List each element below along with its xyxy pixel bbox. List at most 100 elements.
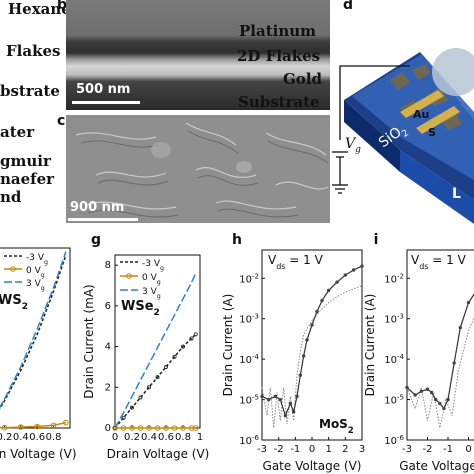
panel-i-axes-frame: [406, 249, 474, 441]
panel-g-orange-marker: [154, 425, 161, 431]
panel-i-solid-marker: [438, 401, 442, 406]
panel-h-solid-marker: [278, 397, 283, 402]
panel-a-label-hexane: Hexane: [8, 0, 71, 18]
panel-h-solid-marker: [305, 338, 309, 342]
panel-c-sem-svg: [66, 115, 330, 223]
panel-h-x-tick-label: 0: [309, 444, 315, 455]
panel-d-svg: [332, 48, 474, 224]
panel-g-orange-marker: [171, 425, 178, 431]
panel-h-x-tick-label: -1: [290, 444, 300, 455]
panel-f-orange-marker: [50, 422, 57, 429]
panel-h-solid-marker: [295, 394, 299, 399]
panel-f-x-tick-label: 0.4: [13, 432, 29, 443]
panel-g-black-marker: [146, 385, 151, 390]
panel-b-scale-label: 500 nm: [76, 82, 131, 97]
panel-g-legend-marker: [126, 273, 132, 279]
panel-d-s-label: S: [428, 126, 436, 139]
panel-h-solid-marker: [343, 273, 348, 277]
panel-g-y-tick-label: 8: [105, 260, 111, 271]
panel-g-series-0: [114, 333, 197, 429]
panel-g-black-marker: [189, 336, 194, 341]
panel-d-vg-sub: g: [355, 144, 361, 155]
panel-h-solid-marker: [273, 394, 278, 399]
panel-h-letter: h: [232, 232, 242, 248]
panel-f: 0.20.40.60.8 in Voltage (V) -3 Vg0 Vg3 VgW…: [0, 247, 77, 461]
panel-f-series-2: [0, 251, 67, 409]
panel-h-solid-marker: [351, 268, 356, 272]
panel-g-black-marker: [172, 354, 177, 359]
panel-f-x-tick-label: 0.8: [46, 432, 62, 443]
panel-h-solid-marker: [283, 413, 288, 418]
panel-g-black-marker: [155, 375, 160, 380]
panel-g-legend-label: 3 Vg: [142, 287, 161, 300]
panel-i-solid-marker: [442, 406, 446, 411]
panel-f-series-1: [0, 421, 67, 429]
panel-h-y-tick-label: 10-5: [239, 394, 259, 407]
panel-i-solid-marker: [429, 390, 434, 395]
panel-a-label-schaefer: naefer: [0, 170, 55, 188]
panel-h-x-tick-label: -3: [257, 444, 267, 455]
panel-i-x-tick-label: -3: [402, 444, 412, 455]
panel-b-layer-2d-flakes: 2D Flakes: [237, 47, 321, 65]
panel-h-y-tick-label: 10-3: [239, 313, 259, 326]
panel-h-solid-marker: [315, 309, 319, 314]
panel-g-legend-label: -3 Vg: [142, 259, 164, 272]
panel-f-x-tick-label: 0.2: [0, 432, 12, 443]
panel-g-orange-marker: [137, 425, 144, 431]
panel-i-solid-series: [406, 293, 474, 410]
panel-a-label-method: nd: [0, 188, 22, 206]
panel-d-schematic: [330, 0, 474, 230]
panel-f-x-tick-label: 0.6: [29, 432, 45, 443]
panel-g-black-marker: [193, 332, 198, 337]
panel-i-annotation: Vds = 1 V: [411, 253, 467, 271]
panel-b-sem-svg: [66, 0, 330, 110]
panel-d-vg-label: Vg: [345, 136, 361, 155]
panel-b-layer-substrate: Substrate: [238, 93, 320, 111]
panel-f-legend-label: 3 Vg: [26, 279, 45, 292]
panel-h-axes-frame: [261, 249, 363, 441]
panel-f-orange-marker: [1, 424, 8, 431]
panel-i-solid-marker: [419, 389, 424, 394]
panel-i-solid-marker: [413, 393, 417, 397]
panel-f-orange-marker: [18, 424, 24, 430]
panel-h-y-axis-label: Drain Current (A): [221, 294, 235, 397]
panel-g-orange-marker: [192, 425, 199, 431]
panel-h-solid-marker: [320, 298, 324, 303]
panel-g-y-tick-label: 6: [105, 301, 111, 312]
panel-h-x-tick-label: -2: [274, 444, 284, 455]
panel-i-y-axis-label: Drain Current (A): [363, 294, 377, 397]
panel-i-y-tick-label: 10-2: [384, 272, 404, 285]
panel-d-l-label: L: [452, 186, 461, 202]
panel-b-letter: b: [57, 0, 68, 13]
panel-c-scale-label: 900 nm: [70, 200, 125, 215]
panel-g-y-tick-label: 4: [105, 342, 111, 353]
panel-g-black-marker: [113, 425, 118, 430]
panel-h-x-tick-label: 1: [325, 444, 331, 455]
panel-g: g 0 0.2 0.4 0.6 0.8 1 0 2 4 6 8 Drain Voltage (V) Dra…: [82, 232, 209, 461]
panel-h-solid-marker: [260, 394, 264, 399]
panel-b-layer-platinum: Platinum: [239, 22, 317, 40]
panel-f-legend-label: 0 Vg: [26, 266, 45, 279]
panel-i-y-tick-label: 10-3: [384, 313, 404, 326]
panel-i-x-tick-label: -1: [443, 444, 453, 455]
panel-i-x-tick-label: 0: [465, 444, 471, 455]
panel-i-solid-marker: [434, 397, 438, 402]
panel-h: h -3 -2 -1 0 1 2 3 10-2 10-3 10-4 10-5 10-6 Gate Volt…: [221, 232, 365, 473]
panel-i-solid-marker: [452, 361, 456, 365]
panel-i-solid-marker: [466, 300, 471, 305]
panel-g-material-label: WSe2: [121, 299, 160, 318]
panel-g-orange-marker: [112, 425, 118, 431]
panel-d-vg-text: V: [345, 136, 356, 152]
panel-h-x-tick-label: 3: [359, 444, 365, 455]
panel-g-x-tick-label: 1: [197, 432, 203, 443]
panel-g-orange-marker: [163, 425, 169, 431]
panel-g-y-tick-label: 0: [105, 423, 111, 434]
panel-b-layer-gold: Gold: [283, 70, 323, 88]
panel-i-solid-marker: [425, 387, 430, 391]
panel-h-solid-marker: [326, 288, 331, 293]
panel-h-material-label: MoS2: [319, 417, 354, 435]
panel-h-x-axis-label: Gate Voltage (V): [263, 459, 362, 473]
panel-g-letter: g: [91, 232, 101, 248]
panel-h-dotted-series: [261, 285, 363, 428]
